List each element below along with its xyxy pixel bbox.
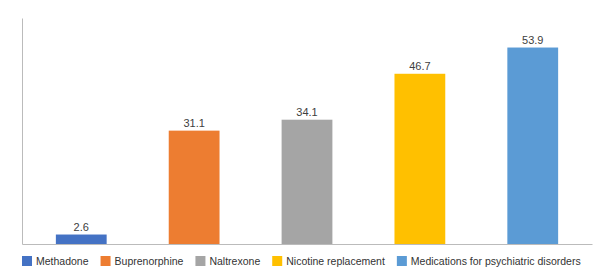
legend-item: Naltrexone [195, 255, 260, 267]
legend-item: Medications for psychiatric disorders [397, 255, 581, 267]
bar [282, 120, 333, 244]
y-axis [22, 19, 23, 245]
plot: 2.6 31.1 34.1 46.7 53.9 [23, 19, 593, 245]
legend-item: Methadone [22, 255, 89, 267]
x-axis [23, 244, 593, 245]
bar [169, 131, 220, 244]
data-label: 46.7 [409, 60, 430, 72]
bar [56, 235, 107, 244]
legend-item: Nicotine replacement [272, 255, 385, 267]
legend-label: Methadone [36, 255, 89, 267]
legend-item: Buprenorphine [101, 255, 184, 267]
legend: Methadone Buprenorphine Naltrexone Nicotine… [22, 255, 581, 267]
x-axis-line [23, 244, 593, 245]
data-label: 34.1 [296, 106, 317, 118]
data-label: 2.6 [74, 221, 89, 233]
data-labels: 2.6 31.1 34.1 46.7 53.9 [74, 34, 544, 233]
data-label: 53.9 [522, 34, 543, 46]
legend-swatch [101, 256, 111, 266]
bar [394, 74, 445, 244]
legend-label: Buprenorphine [115, 255, 184, 267]
legend-swatch [22, 256, 32, 266]
bar [507, 48, 558, 244]
legend-label: Medications for psychiatric disorders [411, 255, 581, 267]
legend-swatch [272, 256, 282, 266]
y-axis-line [22, 19, 23, 245]
legend-swatch [397, 256, 407, 266]
legend-swatch [195, 256, 205, 266]
chart-svg: Methadone Buprenorphine Naltrexone Nicotine… [0, 0, 604, 279]
bars [56, 48, 558, 244]
legend-label: Naltrexone [209, 255, 260, 267]
legend-label: Nicotine replacement [286, 255, 385, 267]
data-label: 31.1 [183, 117, 204, 129]
